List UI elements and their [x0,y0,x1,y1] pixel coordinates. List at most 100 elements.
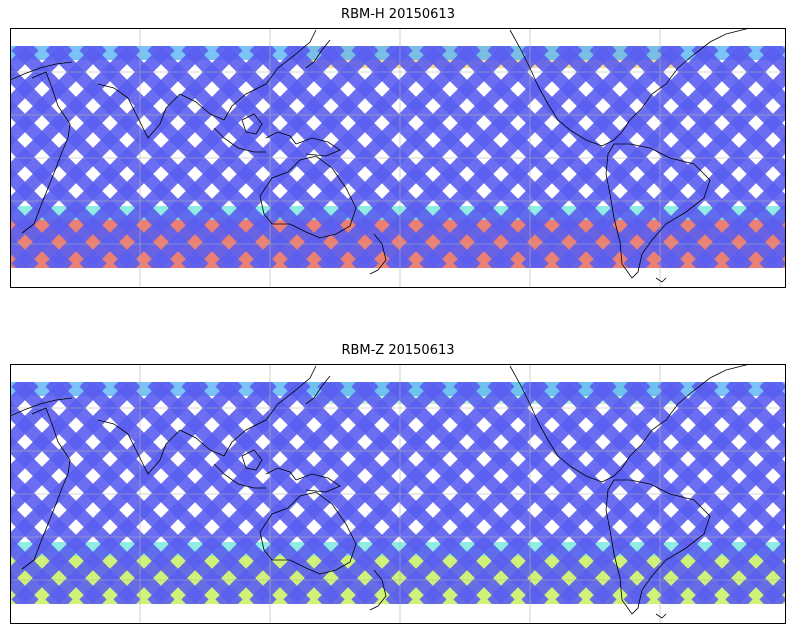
descending-swath [249,382,481,604]
descending-swath [317,382,549,604]
descending-swath [487,382,719,604]
coastline [569,129,623,147]
descending-swath [657,134,786,268]
coastline [621,364,751,469]
descending-swath [10,46,73,114]
coastline [509,29,571,131]
coastline [213,449,297,489]
descending-swath [623,100,786,268]
descending-swath [657,470,786,604]
descending-swath [181,382,413,604]
coastline [10,397,73,417]
ascending-swath [10,536,73,604]
descending-swath [385,46,617,268]
descending-swath [317,46,549,268]
descending-swath [10,46,141,182]
coastline [509,365,571,467]
descending-swath [453,46,685,268]
descending-swath [10,382,175,552]
orbit-swaths [10,46,786,268]
coastline [259,491,357,575]
descending-swath [11,382,243,604]
descending-swath [351,382,583,604]
descending-swath [10,46,209,250]
map-panel-bottom [10,364,786,624]
ascending-swath [725,46,786,112]
descending-swath [215,382,447,604]
descending-swath [351,46,583,268]
panel-title-top: RBM-H 20150613 [341,7,455,22]
descending-swath [10,46,107,148]
orbit-swaths [10,382,786,604]
descending-swath [79,382,311,604]
ascending-swath [691,46,786,146]
coastline [295,473,341,493]
coastline [369,233,387,275]
coastline [21,407,71,570]
descending-swath [283,46,515,268]
coastlines [10,364,751,619]
map-frame [10,364,786,624]
ascending-swath [10,166,107,268]
coastline [295,137,341,157]
coastline [655,613,667,619]
descending-swath [11,46,243,268]
descending-swath [10,382,107,484]
coastline [621,28,751,133]
coastline [369,569,387,611]
descending-swath [283,382,515,604]
descending-swath [521,382,753,604]
descending-swath [589,66,786,268]
descending-swath [385,382,617,604]
coastline [179,29,317,121]
descending-swath [725,202,786,268]
graticule [10,28,786,288]
descending-swath [147,46,379,268]
ascending-swath [691,382,786,482]
descending-swath [419,382,651,604]
descending-swath [419,46,651,268]
descending-swath [10,382,73,450]
coastline [305,375,331,405]
descending-swath [589,402,786,604]
coastline [21,71,71,234]
coastline [179,365,317,457]
descending-swath [521,46,753,268]
panel-title-bottom: RBM-Z 20150613 [341,343,455,358]
coastline [97,419,181,475]
graticule [10,364,786,624]
descending-swath [691,168,786,268]
descending-swath [555,46,786,268]
descending-swath [691,504,786,604]
descending-swath [45,46,277,268]
descending-swath [215,46,447,268]
coastline [259,155,357,239]
coastline [655,277,667,283]
descending-swath [147,382,379,604]
coastline [97,83,181,139]
coastlines [10,28,751,283]
coastline [10,61,73,81]
descending-swath [79,46,311,268]
map-frame [10,28,786,288]
map-panel-top [10,28,786,288]
coastline [305,39,331,69]
descending-swath [45,382,277,604]
descending-swath [453,382,685,604]
coastline [213,113,297,153]
descending-swath [10,46,175,216]
descending-swath [10,382,209,586]
descending-swath [249,46,481,268]
ascending-swath [10,502,107,604]
descending-swath [725,538,786,604]
coastline [569,465,623,483]
descending-swath [555,382,786,604]
descending-swath [113,382,345,604]
coastline [605,143,711,279]
ascending-swath [725,382,786,448]
descending-swath [10,382,141,518]
descending-swath [181,46,413,268]
descending-swath [623,436,786,604]
descending-swath [113,46,345,268]
ascending-swath [10,200,73,268]
